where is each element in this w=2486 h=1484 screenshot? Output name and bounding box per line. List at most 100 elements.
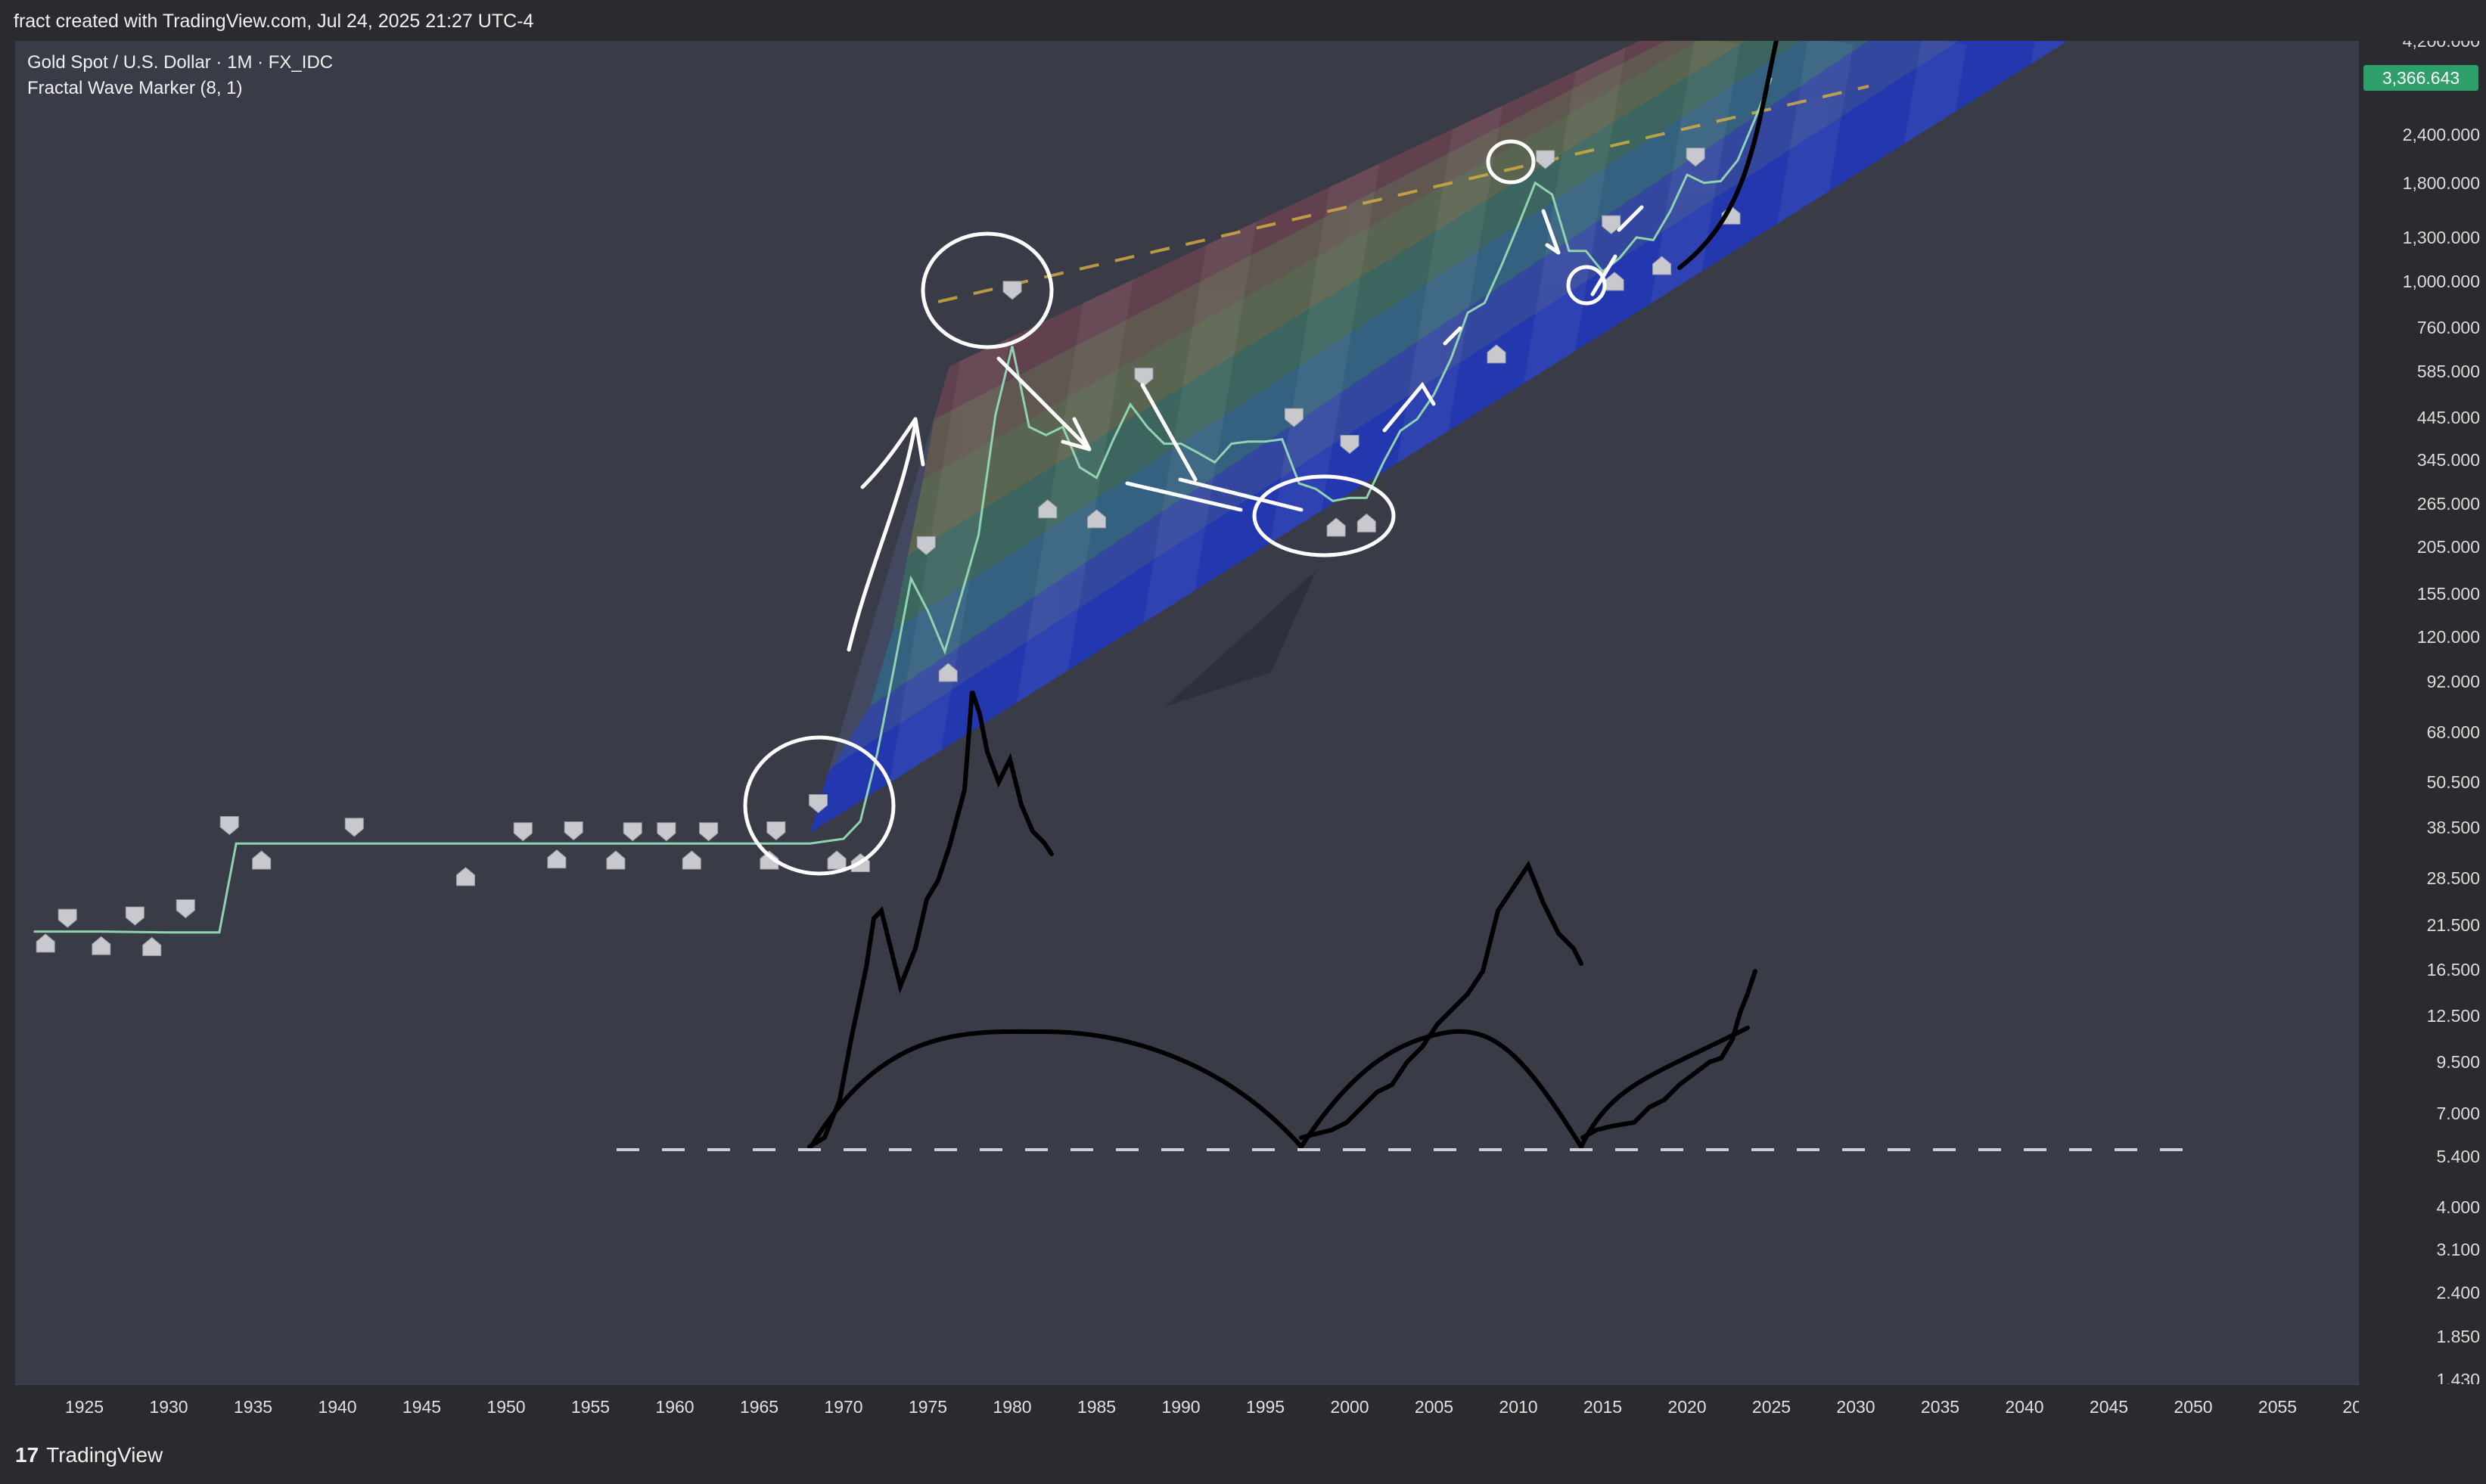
price-tick-label: 7.000 (2436, 1103, 2480, 1123)
time-tick-label: 1950 (486, 1397, 526, 1417)
price-tick-label: 345.000 (2416, 449, 2480, 470)
fractal-low-marker (1038, 499, 1058, 519)
tradingview-logo-icon: 17 (15, 1443, 39, 1467)
fractal-low-marker (760, 850, 779, 870)
price-tick-label: 4,200.000 (2402, 41, 2480, 51)
fractal-high-marker (57, 908, 77, 928)
chart-legend: Gold Spot / U.S. Dollar · 1M · FX_IDC Fr… (27, 50, 333, 101)
time-tick-label: 2035 (1920, 1397, 1960, 1417)
price-tick-label: 205.000 (2416, 537, 2480, 557)
price-tick-label: 2,400.000 (2402, 125, 2480, 145)
time-tick-label: 2030 (1836, 1397, 1875, 1417)
fractal-low-marker (1087, 509, 1106, 529)
fractal-low-marker (547, 849, 567, 869)
time-tick-label: 1965 (739, 1397, 779, 1417)
price-tick-label: 21.500 (2426, 915, 2480, 936)
price-tick-label: 1,800.000 (2402, 172, 2480, 193)
price-chart (33, 41, 2202, 1151)
fractal-low-marker (1487, 344, 1506, 364)
time-tick-label: 2020 (1667, 1397, 1707, 1417)
time-tick-label: 2045 (2089, 1397, 2129, 1417)
fractal-high-marker (1284, 408, 1304, 427)
fractal-high-marker (344, 818, 364, 837)
price-tick-label: 155.000 (2416, 584, 2480, 604)
fractal-high-marker (1536, 150, 1555, 169)
price-axis[interactable]: 4,200.000 2,400.000 1,800.000 1,300.000 1,00… (2359, 41, 2486, 1384)
fractal-high-marker (1602, 215, 1621, 234)
attribution-bar: fract created with TradingView.com, Jul … (0, 0, 2486, 41)
time-tick-label: 1975 (908, 1397, 948, 1417)
price-tick-label: 445.000 (2416, 407, 2480, 427)
time-tick-label: 1970 (824, 1397, 863, 1417)
time-tick-label: 1925 (64, 1397, 104, 1417)
fractal-high-marker (564, 821, 583, 841)
time-tick-label: 1995 (1245, 1397, 1285, 1417)
fractal-low-marker (252, 850, 272, 870)
price-tick-label: 120.000 (2416, 627, 2480, 647)
price-tick-label: 1,300.000 (2402, 227, 2480, 247)
price-tick-label: 1,000.000 (2402, 272, 2480, 292)
brand-name: TradingView (46, 1443, 163, 1467)
time-tick-label: 1940 (318, 1397, 357, 1417)
fractal-low-marker (455, 867, 475, 886)
fractal-high-marker (916, 536, 936, 556)
time-tick-label: 2005 (1414, 1397, 1454, 1417)
fractal-high-marker (699, 822, 719, 842)
fractal-high-marker (219, 816, 239, 836)
footer: 17 TradingView (0, 1427, 2486, 1484)
price-tick-label: 50.500 (2426, 771, 2480, 792)
fractal-high-marker (1686, 147, 1705, 167)
price-tick-label: 9.500 (2436, 1052, 2480, 1073)
regression-channel (775, 41, 2092, 855)
midline-dashed (937, 85, 1869, 303)
fractal-high-marker (623, 822, 642, 842)
legend-symbol: Gold Spot / U.S. Dollar · 1M · FX_IDC (27, 52, 334, 73)
time-tick-label: 2000 (1330, 1397, 1369, 1417)
time-tick-label: 2050 (2174, 1397, 2213, 1417)
fractal-low-marker (142, 936, 162, 956)
price-tick-label: 28.500 (2426, 868, 2480, 888)
axis-corner (2359, 1384, 2486, 1427)
time-tick-label: 2040 (2005, 1397, 2044, 1417)
price-tick-label: 1.430 (2436, 1370, 2480, 1384)
price-tick-label: 68.000 (2426, 722, 2480, 742)
fractal-high-marker (1340, 435, 1360, 455)
price-tick-label: 265.000 (2416, 494, 2480, 514)
time-tick-label: 1985 (1077, 1397, 1117, 1417)
price-tick-label: 4.000 (2436, 1197, 2480, 1217)
time-tick-label: 1990 (1161, 1397, 1201, 1417)
price-tick-label: 585.000 (2416, 361, 2480, 381)
fractal-low-marker (92, 936, 111, 955)
last-price-tag: 3,366.643 (2363, 65, 2478, 91)
hand-drawn-annotations (743, 139, 1644, 876)
time-tick-label: 2055 (2258, 1397, 2298, 1417)
time-tick-label: 2025 (1751, 1397, 1791, 1417)
fractal-high-marker (1002, 281, 1022, 300)
price-tick-label: 92.000 (2426, 671, 2480, 691)
price-tick-label: 3.100 (2436, 1240, 2480, 1260)
fractal-high-marker (766, 821, 786, 841)
black-overlay-drawings (807, 41, 1779, 1149)
fractal-low-marker (827, 850, 847, 870)
time-tick-label: 2010 (1499, 1397, 1538, 1417)
time-tick-label: 1945 (402, 1397, 442, 1417)
fractal-high-marker (657, 822, 676, 842)
price-tick-label: 5.400 (2436, 1147, 2480, 1167)
time-tick-label: 1980 (993, 1397, 1032, 1417)
legend-indicator: Fractal Wave Marker (8, 1) (27, 78, 243, 98)
time-axis[interactable]: 1925 1930 1935 1940 1945 1950 1955 1960 1965 1970… (15, 1384, 2382, 1427)
price-tick-label: 2.400 (2436, 1283, 2480, 1303)
tradingview-logo: 17 TradingView (15, 1443, 163, 1467)
price-tick-label: 12.500 (2426, 1006, 2480, 1026)
fractal-low-marker (1326, 517, 1346, 537)
fractal-low-marker (938, 663, 958, 682)
time-tick-label: 1935 (233, 1397, 273, 1417)
time-tick-label: 1960 (655, 1397, 695, 1417)
fractal-wave-markers (36, 147, 1741, 956)
chart-pane[interactable] (15, 41, 2359, 1384)
attribution-text: fract created with TradingView.com, Jul … (14, 11, 534, 32)
price-tick-label: 16.500 (2426, 959, 2480, 980)
time-tick-label: 2015 (1583, 1397, 1623, 1417)
fractal-low-marker (1356, 513, 1376, 532)
fractal-high-marker (1134, 368, 1154, 387)
